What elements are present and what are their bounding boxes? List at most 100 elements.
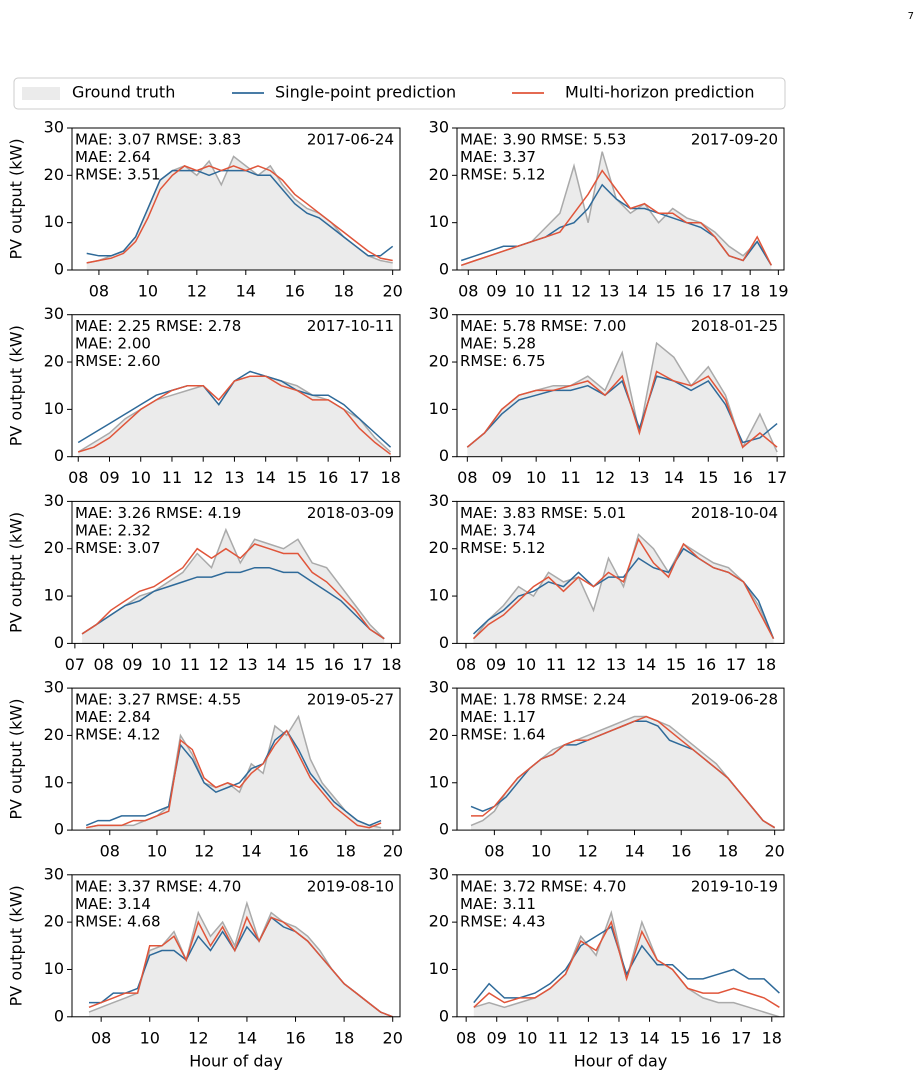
x-tick-label: 13 bbox=[629, 468, 649, 487]
line bbox=[88, 915, 393, 1017]
x-tick-label: 17 bbox=[731, 1028, 751, 1047]
x-tick-label: 15 bbox=[287, 468, 307, 487]
x-axis-label: Hour of day bbox=[189, 1051, 283, 1070]
plot-area bbox=[460, 151, 772, 270]
area bbox=[467, 343, 778, 457]
line bbox=[472, 537, 775, 640]
y-tick-label: 0 bbox=[439, 446, 449, 465]
x-tick-label: 08 bbox=[458, 282, 478, 301]
x-tick-label: 12 bbox=[187, 282, 207, 301]
plot-area bbox=[466, 341, 778, 457]
x-tick-label: 08 bbox=[484, 842, 504, 861]
x-tick-label: 18 bbox=[762, 1028, 782, 1047]
y-tick-label: 0 bbox=[439, 1006, 449, 1025]
metric-annotation: MAE: 3.27 RMSE: 4.55 bbox=[75, 691, 241, 709]
x-tick-label: 13 bbox=[599, 282, 619, 301]
y-tick-label: 30 bbox=[44, 491, 64, 510]
panel: 0 10 20 30 08 09 10 11 12 13 14 15 16 17 18 19 MAE: 3.90… bbox=[429, 118, 789, 301]
y-tick-label: 10 bbox=[429, 586, 449, 605]
x-tick-label: 20 bbox=[383, 1028, 403, 1047]
metric-annotation: MAE: 5.28 bbox=[460, 335, 536, 353]
x-tick-label: 08 bbox=[456, 655, 476, 674]
metric-annotation: MAE: 2.25 RMSE: 2.78 bbox=[75, 317, 241, 335]
metric-annotation: MAE: 3.72 RMSE: 4.70 bbox=[460, 877, 626, 895]
x-tick-label: 09 bbox=[122, 655, 142, 674]
y-tick-label: 20 bbox=[44, 352, 64, 371]
line bbox=[86, 169, 394, 257]
date-label: 2017-10-11 bbox=[307, 317, 394, 335]
line bbox=[81, 543, 385, 640]
x-tick-label: 10 bbox=[517, 1028, 537, 1047]
x-tick-label: 20 bbox=[764, 842, 784, 861]
x-tick-label: 08 bbox=[89, 282, 109, 301]
y-tick-label: 0 bbox=[439, 820, 449, 839]
line bbox=[471, 715, 776, 829]
x-tick-label: 07 bbox=[65, 655, 85, 674]
page-number: 7 bbox=[908, 11, 914, 22]
x-tick-label: 16 bbox=[700, 1028, 720, 1047]
axes-frame bbox=[456, 127, 785, 271]
y-tick-label: 30 bbox=[429, 864, 449, 883]
y-tick-label: 20 bbox=[429, 352, 449, 371]
x-tick-label: 17 bbox=[767, 468, 787, 487]
x-tick-label: 10 bbox=[516, 655, 536, 674]
axes-frame bbox=[71, 687, 401, 831]
x-tick-label: 15 bbox=[666, 655, 686, 674]
x-tick-label: 17 bbox=[712, 282, 732, 301]
y-tick-label: 0 bbox=[54, 820, 64, 839]
x-tick-label: 12 bbox=[576, 655, 596, 674]
metric-annotation: RMSE: 2.60 bbox=[75, 352, 161, 370]
y-tick-label: 30 bbox=[44, 118, 64, 137]
metric-annotation: MAE: 3.26 RMSE: 4.19 bbox=[75, 504, 241, 522]
x-tick-label: 10 bbox=[526, 468, 546, 487]
x-tick-label: 11 bbox=[162, 468, 182, 487]
y-tick-label: 20 bbox=[44, 725, 64, 744]
metric-annotation: MAE: 5.78 RMSE: 7.00 bbox=[460, 317, 626, 335]
x-tick-label: 14 bbox=[639, 1028, 659, 1047]
y-tick-label: 20 bbox=[429, 725, 449, 744]
metric-annotation: MAE: 3.11 bbox=[460, 895, 536, 913]
y-axis-label: PV output (kW) bbox=[7, 885, 26, 1006]
x-tick-label: 16 bbox=[671, 842, 691, 861]
x-tick-label: 14 bbox=[664, 468, 684, 487]
x-tick-label: 18 bbox=[718, 842, 738, 861]
x-tick-label: 16 bbox=[324, 655, 344, 674]
metric-annotation: RMSE: 5.12 bbox=[460, 166, 546, 184]
panel: 0 10 20 30 08 09 10 11 12 13 14 15 16 17 18 MAE: 3.72 R… bbox=[429, 864, 785, 1070]
metric-annotation: MAE: 3.90 RMSE: 5.53 bbox=[460, 131, 626, 149]
x-tick-label: 11 bbox=[560, 468, 580, 487]
line bbox=[86, 729, 382, 829]
date-label: 2019-06-28 bbox=[691, 691, 778, 709]
x-tick-label: 11 bbox=[543, 282, 563, 301]
y-tick-label: 30 bbox=[429, 118, 449, 137]
y-tick-label: 10 bbox=[429, 212, 449, 231]
plot-area bbox=[470, 715, 776, 831]
y-tick-label: 20 bbox=[44, 538, 64, 557]
x-tick-label: 18 bbox=[381, 655, 401, 674]
metric-annotation: RMSE: 4.68 bbox=[75, 912, 161, 930]
y-tick-label: 30 bbox=[429, 678, 449, 697]
area bbox=[78, 376, 391, 457]
x-tick-label: 09 bbox=[492, 468, 512, 487]
y-tick-label: 20 bbox=[429, 538, 449, 557]
metric-annotation: MAE: 2.84 bbox=[75, 708, 151, 726]
x-tick-label: 10 bbox=[514, 282, 534, 301]
plot-area bbox=[81, 527, 385, 644]
metric-annotation: RMSE: 3.07 bbox=[75, 539, 161, 557]
x-tick-label: 13 bbox=[224, 468, 244, 487]
metric-annotation: MAE: 2.32 bbox=[75, 521, 151, 539]
x-tick-label: 08 bbox=[457, 468, 477, 487]
legend-label: Multi-horizon prediction bbox=[565, 83, 755, 102]
x-tick-label: 10 bbox=[151, 655, 171, 674]
y-tick-label: 10 bbox=[429, 959, 449, 978]
metric-annotation: MAE: 3.83 RMSE: 5.01 bbox=[460, 504, 626, 522]
x-tick-label: 17 bbox=[349, 468, 369, 487]
line bbox=[77, 375, 392, 455]
line bbox=[473, 925, 780, 1004]
x-tick-label: 16 bbox=[285, 282, 305, 301]
y-tick-label: 0 bbox=[439, 260, 449, 279]
date-label: 2018-01-25 bbox=[691, 317, 778, 335]
y-tick-label: 10 bbox=[44, 772, 64, 791]
area bbox=[473, 912, 780, 1017]
